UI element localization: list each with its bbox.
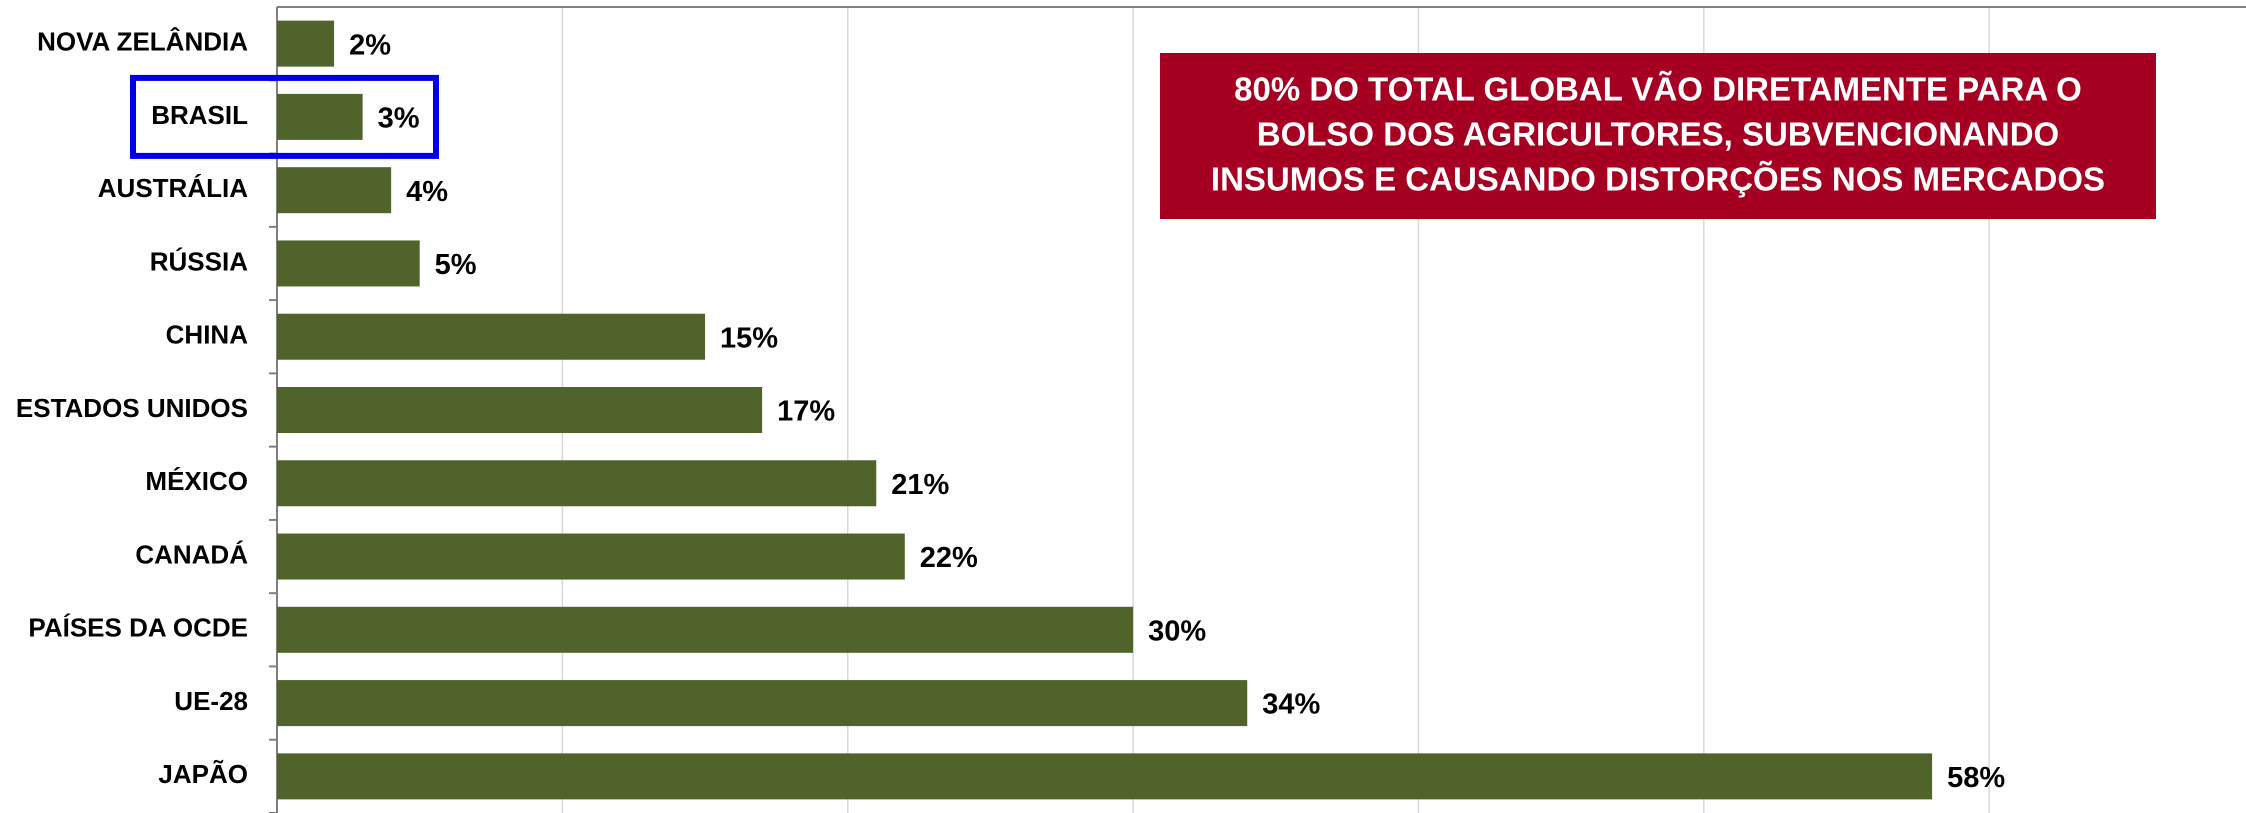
value-label: 34% — [1262, 689, 1320, 721]
bar — [277, 167, 392, 214]
y-tick-label: AUSTRÁLIA — [98, 173, 248, 203]
bar — [277, 93, 363, 140]
value-label: 4% — [406, 176, 448, 208]
bar — [277, 606, 1134, 653]
annotation-line: INSUMOS E CAUSANDO DISTORÇÕES NOS MERCAD… — [1211, 161, 2105, 198]
y-tick-label: RÚSSIA — [150, 246, 248, 276]
value-label: 58% — [1947, 762, 2005, 794]
bar — [277, 460, 877, 507]
bar — [277, 387, 763, 433]
y-tick-label: MÉXICO — [145, 466, 248, 496]
value-label: 17% — [777, 396, 835, 428]
y-tick-label: CHINA — [166, 320, 249, 350]
highlight-box — [130, 74, 439, 159]
bar — [277, 313, 706, 360]
bar — [277, 20, 335, 67]
bar — [277, 753, 1933, 800]
y-tick-label: UE-28 — [174, 686, 248, 716]
y-tick-label: PAÍSES DA OCDE — [28, 613, 248, 643]
bar — [277, 240, 420, 287]
annotation-line: 80% DO TOTAL GLOBAL VÃO DIRETAMENTE PARA… — [1234, 71, 2082, 108]
value-label: 3% — [378, 103, 420, 135]
y-tick-label: JAPÃO — [158, 759, 248, 789]
value-label: 22% — [920, 542, 978, 574]
y-tick-label: CANADÁ — [135, 539, 248, 569]
value-label: 5% — [435, 249, 477, 281]
annotation-line: BOLSO DOS AGRICULTORES, SUBVENCIONANDO — [1257, 116, 2059, 153]
value-label: 2% — [349, 29, 391, 61]
y-tick-label: BRASIL — [151, 100, 248, 130]
y-tick-label: ESTADOS UNIDOS — [16, 393, 248, 423]
bar — [277, 680, 1248, 727]
value-label: 15% — [720, 322, 778, 354]
y-tick-label: NOVA ZELÂNDIA — [37, 27, 248, 57]
value-label: 30% — [1148, 615, 1206, 647]
annotation-box — [1160, 53, 2156, 219]
value-label: 21% — [891, 469, 949, 501]
bar — [277, 533, 905, 580]
